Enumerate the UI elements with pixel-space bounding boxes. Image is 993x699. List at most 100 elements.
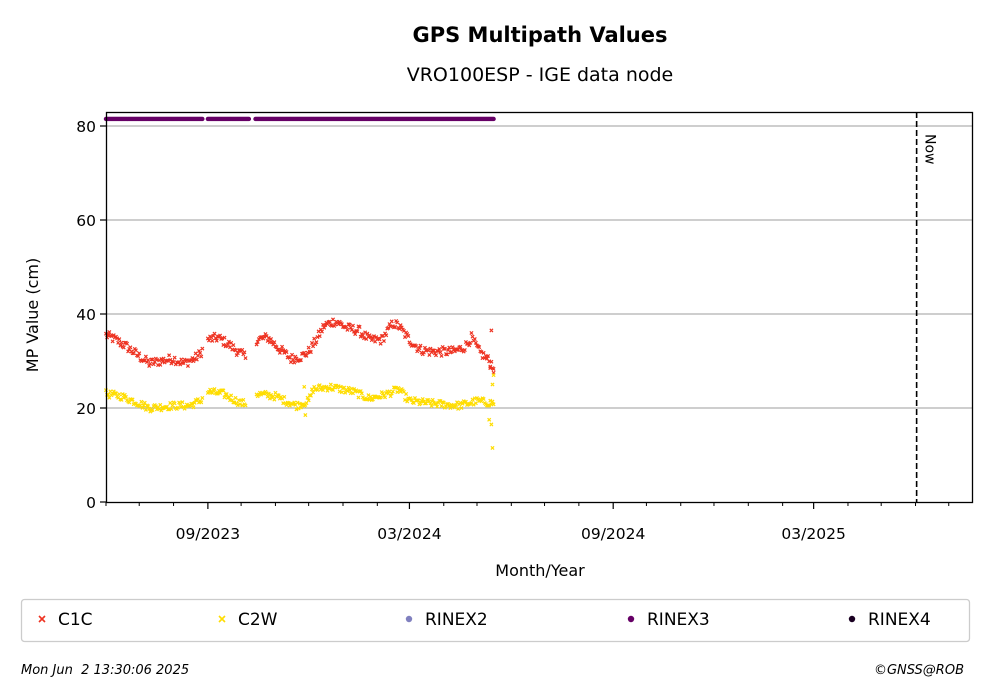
- c1c-point: [488, 366, 493, 371]
- c1c-point: [110, 339, 115, 344]
- x-axis-label: Month/Year: [495, 561, 585, 580]
- c2w-point: [456, 406, 461, 411]
- legend-label: RINEX4: [868, 610, 931, 630]
- c2w-point: [359, 391, 364, 396]
- c2w-point: [294, 407, 299, 412]
- c1c-point: [389, 319, 394, 324]
- legend-label: C1C: [58, 610, 93, 630]
- c1c-point: [319, 329, 324, 334]
- now-marker: Now: [915, 112, 938, 502]
- c1c-point: [148, 361, 153, 366]
- c1c-point: [371, 334, 377, 339]
- c2w-point: [158, 402, 163, 407]
- c2w-point: [356, 395, 361, 400]
- c1c-point: [368, 335, 373, 340]
- c2w-point: [191, 405, 196, 410]
- c2w-point: [358, 389, 363, 394]
- data-points: [103, 116, 496, 450]
- c2w-point: [306, 398, 311, 403]
- c2w-point: [130, 397, 135, 402]
- c2w-point: [233, 395, 238, 400]
- c1c-point: [363, 330, 368, 335]
- y-tick-label: 60: [76, 212, 96, 230]
- c2w-point: [435, 404, 440, 409]
- x-tick-label: 03/2025: [781, 525, 845, 543]
- c2w-point: [452, 405, 457, 410]
- y-tick-label: 80: [76, 118, 96, 136]
- c1c-point: [191, 359, 196, 364]
- c1c-point: [317, 334, 322, 339]
- c2w-point: [346, 385, 351, 390]
- legend-item-c2w: C2W: [218, 610, 278, 630]
- legend-marker: [218, 615, 226, 623]
- c2w-point: [430, 397, 435, 402]
- c1c-point: [472, 337, 477, 342]
- legend-label: RINEX2: [425, 610, 488, 630]
- c1c-point: [462, 348, 467, 353]
- x-axis: 09/2023 03/2024 09/2024 03/2025: [105, 502, 950, 543]
- y-tick-label: 20: [76, 400, 96, 418]
- c2w-point: [303, 413, 308, 418]
- c1c-point: [234, 353, 239, 358]
- c1c-point: [473, 340, 478, 345]
- c2w-point: [123, 394, 128, 399]
- c2w-point: [237, 402, 243, 407]
- c1c-point: [107, 330, 112, 335]
- c2w-point: [378, 395, 383, 400]
- c1c-point: [486, 353, 491, 359]
- c2w-point: [490, 445, 495, 450]
- c2w-point: [222, 395, 227, 400]
- c2w-point: [380, 391, 385, 396]
- legend: C1C C2W RINEX2 RINEX3 RINEX4: [38, 610, 931, 630]
- c1c-point: [121, 345, 126, 350]
- c1c-point: [277, 350, 282, 355]
- c1c-point: [441, 346, 446, 351]
- c2w-point: [388, 394, 393, 399]
- legend-item-c1c: C1C: [38, 610, 93, 630]
- c1c-point: [167, 353, 172, 358]
- c1c-point: [467, 343, 472, 348]
- c1c-point: [418, 343, 423, 348]
- c1c-point: [290, 352, 295, 357]
- c1c-point: [268, 337, 274, 342]
- c1c-point: [272, 340, 277, 345]
- c1c-point: [179, 357, 184, 362]
- c2w-point: [345, 389, 350, 394]
- c2w-point: [371, 394, 377, 399]
- c2w-point: [140, 405, 145, 410]
- legend-label: C2W: [238, 610, 278, 630]
- c1c-point: [417, 346, 422, 351]
- c2w-point: [481, 396, 486, 402]
- c2w-point: [143, 407, 148, 412]
- c2w-point: [433, 401, 439, 406]
- c1c-point: [243, 356, 248, 361]
- c2w-point: [327, 386, 332, 391]
- c1c-point: [481, 350, 486, 355]
- c2w-point: [183, 404, 188, 409]
- c2w-point: [396, 385, 401, 390]
- c2w-point: [117, 392, 122, 397]
- c1c-point: [477, 345, 482, 350]
- legend-box: [20, 598, 971, 643]
- c2w-point: [175, 405, 181, 410]
- c1c-point: [384, 333, 389, 338]
- c1c-point: [133, 348, 138, 353]
- c1c-point: [168, 357, 173, 362]
- c1c-point: [437, 346, 442, 352]
- y-axis: 0 20 40 60 80: [76, 118, 106, 512]
- c1c-point: [206, 338, 212, 343]
- c2w-point: [199, 400, 204, 405]
- c1c-point: [126, 349, 131, 354]
- c2w-point: [200, 395, 205, 400]
- c2w-point: [424, 401, 429, 406]
- c1c-point: [210, 338, 215, 343]
- c1c-point: [491, 366, 496, 371]
- c2w-point: [491, 402, 496, 407]
- c1c-point: [350, 323, 355, 328]
- c1c-point: [180, 360, 185, 366]
- c1c-point: [304, 353, 309, 358]
- c2w-point: [438, 398, 443, 404]
- legend-marker: [38, 615, 46, 623]
- c2w-point: [122, 392, 127, 397]
